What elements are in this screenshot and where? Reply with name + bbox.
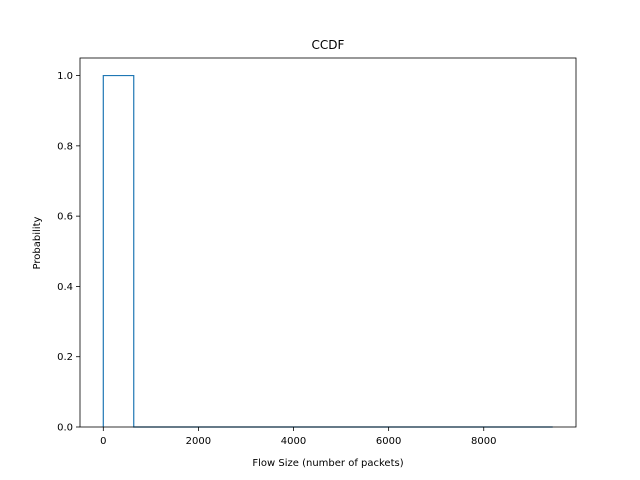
y-tick-label: 1.0 <box>57 71 73 82</box>
plot-frame <box>79 57 577 428</box>
y-axis-label: Probability <box>32 216 43 269</box>
y-tick-label: 0.4 <box>57 282 73 293</box>
x-axis-ticks: 0 2000 4000 6000 8000 <box>100 427 496 447</box>
x-tick-label: 8000 <box>471 436 496 447</box>
y-tick-label: 0.8 <box>57 141 73 152</box>
x-tick-label: 6000 <box>376 436 401 447</box>
y-tick-label: 0.0 <box>57 423 73 434</box>
x-tick-label: 2000 <box>186 436 211 447</box>
chart-title: CCDF <box>312 38 345 52</box>
plot-area <box>79 57 577 428</box>
x-tick-label: 0 <box>100 436 106 447</box>
x-tick-label: 4000 <box>281 436 306 447</box>
y-tick-label: 0.2 <box>57 352 73 363</box>
ccdf-series-line <box>102 74 553 428</box>
y-axis-ticks: 0.0 0.2 0.4 0.6 0.8 1.0 <box>57 71 80 434</box>
x-axis-label: Flow Size (number of packets) <box>252 458 403 469</box>
y-tick-label: 0.6 <box>57 212 73 223</box>
